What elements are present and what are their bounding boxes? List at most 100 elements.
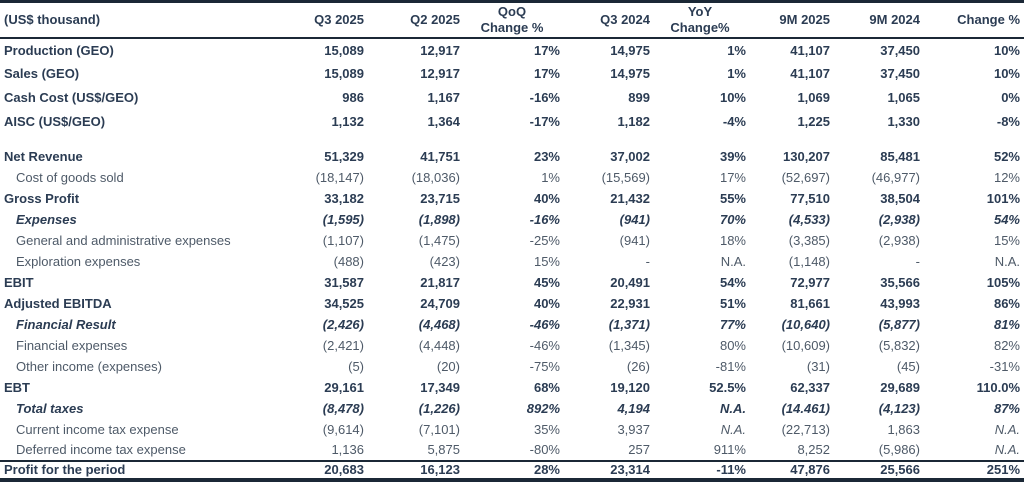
cell: 1,167 <box>427 90 460 105</box>
cell: 77% <box>719 316 746 332</box>
cell: 10% <box>993 66 1020 81</box>
cell: (2,938) <box>878 232 920 248</box>
cell: 29,689 <box>880 379 920 395</box>
cell: -25% <box>529 232 560 248</box>
cell: 87% <box>993 400 1020 416</box>
row-label: Total taxes <box>16 400 84 416</box>
cell: 33,182 <box>324 190 364 206</box>
cell: (1,595) <box>322 211 364 227</box>
cell: 86% <box>993 295 1020 311</box>
cell: 10% <box>719 90 746 105</box>
row-label: General and administrative expenses <box>16 232 231 248</box>
cell: 1,065 <box>887 90 920 105</box>
row-label: Expenses <box>16 211 77 227</box>
cell: (2,421) <box>322 337 364 353</box>
header-row: (US$ thousand) Q3 2025 Q2 2025 QoQ Change … <box>0 2 1024 38</box>
cell: 21,432 <box>610 190 650 206</box>
cell: (18,147) <box>315 169 364 185</box>
cell: 105% <box>986 274 1020 290</box>
cell: 15% <box>533 253 560 269</box>
table-row: Financial expenses (2,421) (4,448) -46% (1,3… <box>0 335 1024 356</box>
cell: (1,475) <box>418 232 460 248</box>
row-label: Financial Result <box>16 316 116 332</box>
cell: 54% <box>993 211 1020 227</box>
cell: -80% <box>529 442 560 457</box>
cell: (3,385) <box>788 232 830 248</box>
column-header: Q3 2025 <box>314 11 364 27</box>
cell: 16,123 <box>420 462 460 477</box>
cell: 47,876 <box>790 462 830 477</box>
row-label: EBT <box>4 379 30 395</box>
cell: (1,345) <box>608 337 650 353</box>
cell: (14.461) <box>781 400 830 416</box>
table-row: EBIT 31,587 21,817 45% 20,491 54% 72,977 35,566… <box>0 272 1024 293</box>
row-label: Net Revenue <box>4 148 83 164</box>
column-header: 9M 2024 <box>869 11 920 27</box>
cell: 54% <box>719 274 746 290</box>
spacer-row-cell <box>0 134 1024 146</box>
cell: (1,371) <box>608 316 650 332</box>
table-body: Production (GEO) 15,089 12,917 17% 14,975 1% 4… <box>0 38 1024 480</box>
cell: 257 <box>628 442 650 457</box>
unit-label: (US$ thousand) <box>4 11 101 27</box>
cell: (1,107) <box>322 232 364 248</box>
cell: 1,069 <box>797 90 830 105</box>
table-row: General and administrative expenses (1,10… <box>0 230 1024 251</box>
cell: 21,817 <box>420 274 460 290</box>
cell: 40% <box>533 295 560 311</box>
cell: 14,975 <box>610 42 650 58</box>
cell: 37,450 <box>880 66 920 81</box>
cell: 28% <box>533 462 560 477</box>
cell: 24,709 <box>420 295 460 311</box>
cell: 85,481 <box>880 148 920 164</box>
table-row: AISC (US$/GEO) 1,132 1,364 -17% 1,182 -4% 1,22… <box>0 110 1024 134</box>
cell: - <box>915 253 920 269</box>
cell: 17% <box>533 66 560 81</box>
table-row <box>0 134 1024 146</box>
cell: 110.0% <box>976 379 1020 395</box>
cell: (45) <box>896 358 920 374</box>
cell: 17% <box>533 42 560 58</box>
column-header: 9M 2025 <box>779 11 830 27</box>
cell: 29,161 <box>324 379 364 395</box>
cell: 0% <box>1001 90 1020 105</box>
cell: 41,107 <box>790 42 830 58</box>
table-row: Other income (expenses) (5) (20) -75% (26) -8… <box>0 356 1024 377</box>
cell: (5) <box>348 358 364 374</box>
cell: 15% <box>993 232 1020 248</box>
cell: 1% <box>541 169 560 185</box>
cell: (4,468) <box>418 316 460 332</box>
column-header: Q3 2024 <box>600 11 650 27</box>
cell: 17% <box>719 169 746 185</box>
cell: N.A. <box>720 421 746 437</box>
cell: 12,917 <box>420 66 460 81</box>
cell: 15,089 <box>324 42 364 58</box>
cell: 80% <box>719 337 746 353</box>
cell: (22,713) <box>781 421 830 437</box>
column-header: YoY Change% <box>670 3 730 35</box>
cell: -46% <box>529 316 560 332</box>
cell: 35% <box>533 421 560 437</box>
cell: 55% <box>719 190 746 206</box>
cell: 25,566 <box>880 462 920 477</box>
cell: (1,898) <box>418 211 460 227</box>
cell: (2,426) <box>322 316 364 332</box>
cell: 23,715 <box>420 190 460 206</box>
row-label: Deferred income tax expense <box>16 442 186 457</box>
table-row: Cash Cost (US$/GEO) 986 1,167 -16% 899 10% 1,0… <box>0 86 1024 110</box>
cell: N.A. <box>994 421 1020 437</box>
cell: 15,089 <box>324 66 364 81</box>
cell: 20,491 <box>610 274 650 290</box>
cell: 1,225 <box>797 114 830 129</box>
table-row: Net Revenue 51,329 41,751 23% 37,002 39% 130,2… <box>0 146 1024 167</box>
table-row: Sales (GEO) 15,089 12,917 17% 14,975 1% 41,107… <box>0 62 1024 86</box>
cell: (488) <box>333 253 364 269</box>
cell: 52.5% <box>709 379 746 395</box>
cell: 52% <box>993 148 1020 164</box>
cell: 62,337 <box>790 379 830 395</box>
cell: -8% <box>996 114 1020 129</box>
cell: 1,330 <box>887 114 920 129</box>
cell: 251% <box>986 462 1020 477</box>
table-row: Exploration expenses (488) (423) 15% - N.A. (1… <box>0 251 1024 272</box>
